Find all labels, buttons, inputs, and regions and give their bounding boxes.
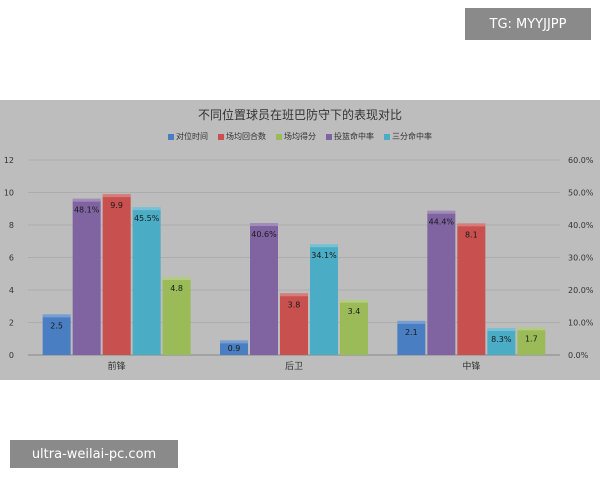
bar-highlight	[517, 327, 546, 331]
legend-label: 场均回合数	[226, 132, 266, 141]
bar	[517, 327, 546, 355]
y-tick-label-left: 12	[4, 156, 14, 165]
data-label: 44.4%	[429, 218, 455, 227]
bar-highlight	[427, 210, 456, 214]
y-tick-label-left: 2	[9, 319, 14, 328]
y-tick-label-left: 10	[4, 189, 14, 198]
data-label: 0.9	[228, 344, 241, 353]
data-label: 2.5	[50, 321, 63, 330]
bar-highlight	[397, 320, 426, 324]
y-tick-label-left: 0	[9, 351, 14, 360]
site-watermark-text: ultra-weilai-pc.com	[31, 446, 157, 462]
bar-highlight	[72, 198, 101, 202]
tg-badge: TG: MYYJJPP	[465, 8, 591, 40]
bar	[72, 198, 101, 355]
bar-highlight	[310, 244, 338, 248]
y-tick-label-right: 10.0%	[568, 319, 594, 328]
bar-highlight	[487, 328, 516, 332]
bar	[457, 223, 486, 355]
legend-swatch	[384, 133, 390, 140]
y-tick-label-right: 50.0%	[568, 189, 594, 198]
bar-highlight	[250, 223, 278, 227]
legend-swatch	[218, 133, 224, 140]
x-tick-label: 中锋	[462, 360, 480, 372]
data-label: 34.1%	[311, 251, 337, 260]
data-label: 3.4	[348, 307, 361, 316]
bar	[102, 194, 131, 355]
bar-highlight	[340, 299, 368, 303]
chart-svg: 0 0.0% 2 10.0% 4 20.0% 6 30.0% 8 40.0% 10 50.0% 12 60…	[4, 156, 594, 372]
data-label: 40.6%	[251, 230, 277, 239]
x-tick-label: 前锋	[108, 360, 126, 372]
legend-item: 对位时间	[168, 131, 208, 142]
bar-highlight	[42, 314, 71, 318]
legend-swatch	[276, 133, 282, 140]
bar-highlight	[280, 293, 308, 297]
data-label: 8.3%	[491, 335, 512, 344]
y-tick-label-left: 4	[9, 286, 14, 295]
bar-highlight	[102, 194, 131, 198]
bar-highlight	[220, 340, 248, 344]
bar	[250, 223, 278, 355]
bar	[340, 299, 368, 355]
bar	[42, 314, 71, 355]
chart-legend: 对位时间 场均回合数 场均得分 投篮命中率 三分命中率	[0, 131, 600, 142]
y-tick-label-right: 0.0%	[568, 351, 589, 360]
legend-item: 场均得分	[276, 131, 316, 142]
bar	[220, 340, 248, 355]
legend-label: 对位时间	[176, 132, 208, 141]
y-tick-label-right: 40.0%	[568, 221, 594, 230]
data-label: 48.1%	[74, 206, 100, 215]
bar	[397, 320, 426, 355]
legend-label: 场均得分	[284, 132, 316, 141]
tg-badge-text: TG: MYYJJPP	[489, 16, 567, 32]
legend-label: 投篮命中率	[334, 132, 374, 141]
legend-swatch	[326, 133, 332, 140]
y-tick-label-left: 8	[9, 221, 14, 230]
data-label: 3.8	[288, 300, 301, 309]
bar	[280, 293, 308, 355]
bar-highlight	[162, 277, 191, 280]
legend-item: 三分命中率	[384, 131, 432, 142]
data-label: 9.9	[110, 201, 123, 210]
legend-item: 场均回合数	[218, 131, 266, 142]
y-tick-label-left: 6	[9, 254, 14, 263]
bar-highlight	[457, 223, 486, 227]
site-watermark: ultra-weilai-pc.com	[10, 440, 178, 468]
data-label: 1.7	[525, 334, 538, 343]
bar	[487, 328, 516, 355]
bar	[310, 244, 338, 355]
data-label: 4.8	[170, 284, 183, 293]
data-label: 45.5%	[134, 214, 160, 223]
bar	[427, 210, 456, 355]
x-tick-label: 后卫	[285, 361, 303, 372]
legend-swatch	[168, 133, 174, 140]
bar	[162, 277, 191, 355]
bar-highlight	[132, 207, 161, 211]
data-label: 8.1	[465, 230, 478, 239]
y-tick-label-right: 30.0%	[568, 254, 594, 263]
legend-item: 投篮命中率	[326, 131, 374, 142]
legend-label: 三分命中率	[392, 132, 432, 141]
data-label: 2.1	[405, 328, 418, 337]
bar	[132, 207, 161, 355]
chart-panel: 不同位置球员在班巴防守下的表现对比 对位时间 场均回合数 场均得分 投篮命中率 三分命中…	[0, 100, 600, 380]
y-tick-label-right: 20.0%	[568, 286, 594, 295]
chart-title: 不同位置球员在班巴防守下的表现对比	[197, 108, 402, 122]
y-tick-label-right: 60.0%	[568, 156, 594, 165]
